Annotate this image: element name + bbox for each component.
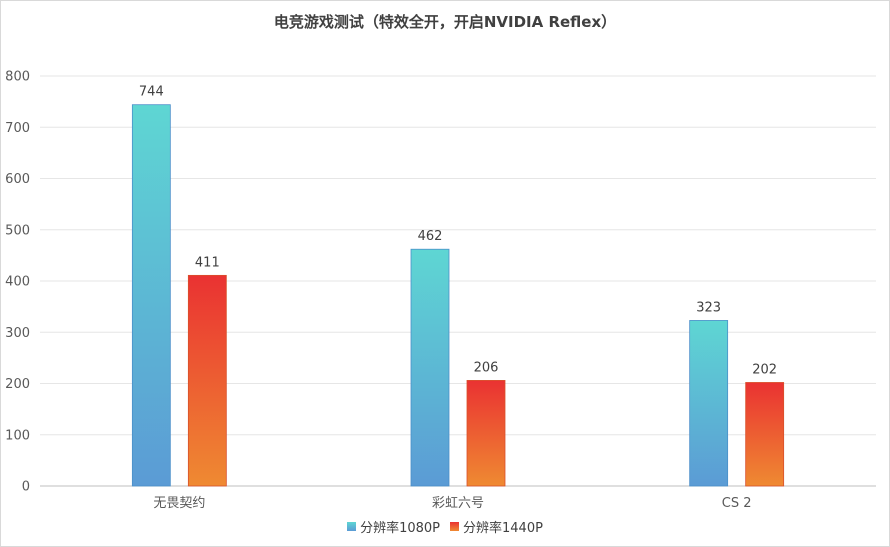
legend: 分辨率1080P 分辨率1440P — [0, 517, 890, 536]
x-tick-label: 彩虹六号 — [432, 496, 484, 511]
y-tick-label: 100 — [5, 428, 30, 443]
y-tick-label: 200 — [5, 377, 30, 392]
x-tick-label: CS 2 — [722, 496, 752, 511]
bar — [745, 382, 785, 487]
data-labels: 744 411 462 206 323 202 — [139, 85, 777, 378]
y-tick-label: 600 — [5, 172, 30, 187]
y-tick-label: 500 — [5, 223, 30, 238]
bars — [131, 104, 785, 487]
legend-item-1440p[interactable]: 分辨率1440P — [450, 517, 543, 536]
y-axis-ticks: 0 100 200 300 400 500 600 700 800 — [5, 70, 30, 495]
data-label: 202 — [752, 362, 777, 377]
bar — [410, 248, 450, 487]
bar — [466, 380, 506, 487]
y-tick-label: 800 — [5, 70, 30, 85]
legend-label-1080p: 分辨率1080P — [360, 521, 440, 536]
data-label: 744 — [139, 85, 164, 100]
grid-lines — [40, 75, 876, 487]
y-tick-label: 300 — [5, 326, 30, 341]
bar — [187, 274, 227, 487]
legend-swatch-1440p — [450, 522, 459, 531]
y-tick-label: 0 — [22, 480, 30, 495]
bar — [689, 320, 729, 487]
data-label: 323 — [696, 300, 721, 315]
legend-label-1440p: 分辨率1440P — [463, 521, 543, 536]
x-axis-ticks: 无畏契约 彩虹六号 CS 2 — [153, 496, 751, 511]
legend-item-1080p[interactable]: 分辨率1080P — [347, 517, 440, 536]
y-tick-label: 700 — [5, 121, 30, 136]
x-tick-label: 无畏契约 — [153, 496, 205, 511]
data-label: 206 — [474, 360, 499, 375]
data-label: 462 — [418, 229, 443, 244]
legend-swatch-1080p — [347, 522, 357, 531]
data-label: 411 — [195, 255, 220, 270]
y-tick-label: 400 — [5, 275, 30, 290]
chart-title: 电竞游戏测试（特效全开，开启NVIDIA Reflex） — [273, 13, 617, 31]
bar — [131, 104, 171, 487]
